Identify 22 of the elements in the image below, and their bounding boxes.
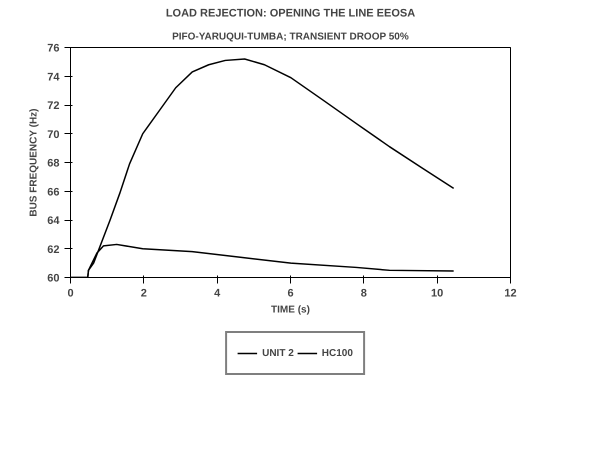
y-tick-label: 64 <box>47 215 60 227</box>
x-tick-label: 0 <box>67 288 74 300</box>
y-tick-label: 66 <box>47 186 60 198</box>
legend-label: UNIT 2 <box>262 348 294 358</box>
x-tick-label: 2 <box>140 288 147 300</box>
x-tick-label: 12 <box>504 288 517 300</box>
y-axis-title: BUS FREQUENCY (Hz) <box>28 108 40 217</box>
x-tick-label: 6 <box>287 288 294 300</box>
y-tick-label: 76 <box>47 42 60 54</box>
x-tick-label: 8 <box>360 288 367 300</box>
y-tick-label: 72 <box>47 100 60 112</box>
legend-label: HC100 <box>322 348 353 358</box>
x-tick-label: 10 <box>431 288 444 300</box>
x-tick-label: 4 <box>214 288 222 300</box>
y-tick-label: 68 <box>47 158 60 170</box>
y-tick-label: 62 <box>47 244 60 256</box>
chart-subtitle: PIFO-YARUQUI-TUMBA; TRANSIENT DROOP 50% <box>172 32 409 42</box>
y-tick-label: 70 <box>47 128 60 141</box>
chart-title: LOAD REJECTION: OPENING THE LINE EEOSA <box>166 8 416 20</box>
x-axis-title: TIME (s) <box>271 304 310 316</box>
y-tick-label: 74 <box>47 71 60 84</box>
y-tick-label: 60 <box>47 272 60 284</box>
